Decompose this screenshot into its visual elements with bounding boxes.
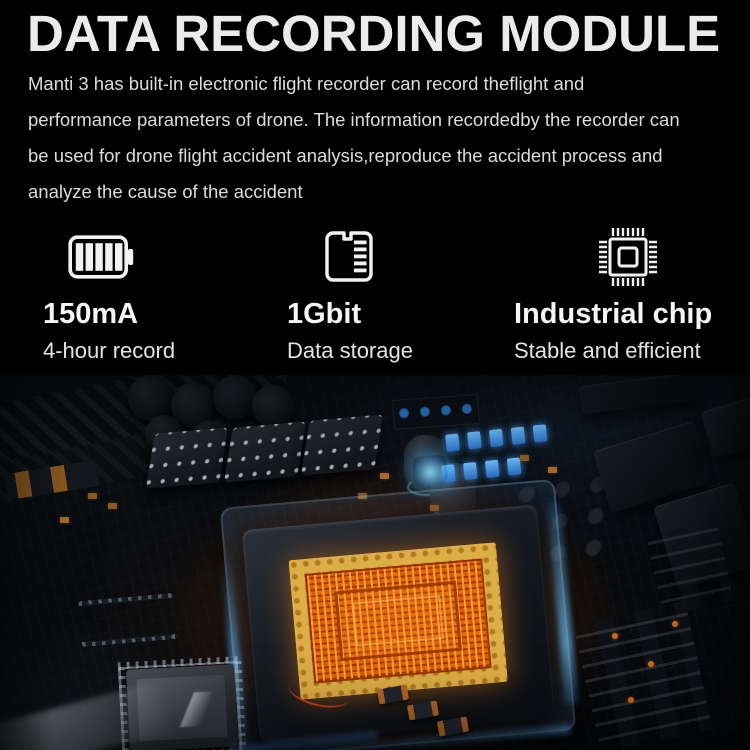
circuit-board-photo (0, 375, 750, 750)
feature-caption: Stable and efficient (514, 338, 701, 363)
feature-icon-wrap (514, 220, 750, 294)
feature-industrial-chip: Industrial chip Stable and efficient (514, 220, 750, 364)
capacitor-knob (213, 375, 257, 419)
solder-pad (520, 455, 529, 461)
page-title: DATA RECORDING MODULE (27, 5, 721, 62)
feature-recording-current: 150mA 4-hour record (43, 220, 273, 364)
resistor-dot (612, 633, 618, 639)
chip-icon (599, 228, 657, 286)
feature-caption: Data storage (287, 338, 413, 363)
description-line: analyze the cause of the accident (28, 181, 303, 202)
feature-data-storage: 1Gbit Data storage (287, 220, 502, 364)
solder-pad (358, 493, 367, 499)
description-line: performance parameters of drone. The inf… (28, 109, 680, 130)
resistor-dot (648, 661, 654, 667)
feature-icon-wrap (287, 220, 502, 294)
feature-value: 150mA (43, 298, 139, 330)
capacitor-knob (252, 385, 294, 427)
capacitor-knob (128, 375, 174, 421)
battery-icon (68, 235, 134, 279)
solder-pad (548, 467, 557, 473)
description-line: be used for drone flight accident analys… (28, 145, 663, 166)
section-description: Manti 3 has built-in electronic flight r… (28, 66, 738, 210)
solder-pad (108, 503, 117, 509)
solder-pad (60, 517, 69, 523)
resistor-dot (672, 621, 678, 627)
feature-caption: 4-hour record (43, 338, 176, 363)
solder-pad (380, 473, 389, 479)
solder-pad (88, 493, 97, 499)
description-line: Manti 3 has built-in electronic flight r… (28, 73, 585, 94)
photo-vignette (0, 375, 750, 750)
feature-icon-wrap (43, 220, 273, 294)
capacitor-knob (171, 383, 215, 427)
solder-pad (430, 505, 439, 511)
feature-value: Industrial chip (514, 298, 713, 330)
sd-card-icon (325, 231, 373, 282)
resistor-dot (628, 697, 634, 703)
feature-value: 1Gbit (287, 298, 362, 330)
